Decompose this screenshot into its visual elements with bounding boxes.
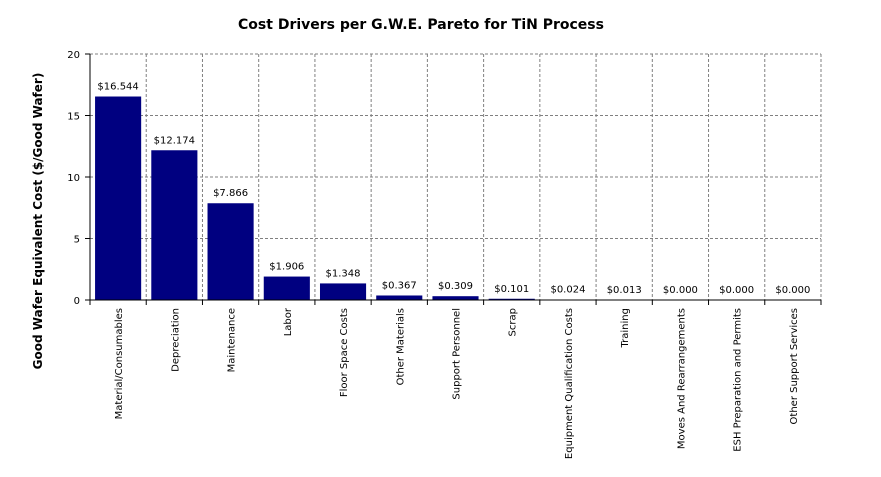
bar [207, 203, 254, 300]
x-tick-label: ESH Preparation and Permits [733, 308, 744, 452]
y-tick-label: 0 [74, 296, 80, 307]
x-tick-label: Depreciation [170, 308, 181, 372]
y-axis-label: Good Wafer Equivalent Cost ($/Good Wafer… [31, 73, 45, 370]
bar [263, 276, 310, 300]
gridlines [90, 53, 822, 300]
data-label: $16.544 [97, 82, 138, 93]
x-tick-label: Labor [283, 307, 294, 336]
bar [151, 150, 198, 300]
data-label: $1.348 [326, 268, 361, 279]
x-tick-label: Moves And Rearrangements [676, 308, 687, 449]
data-label: $0.024 [550, 285, 585, 296]
data-label: $0.309 [438, 281, 473, 292]
data-label: $0.000 [719, 285, 754, 296]
bar [319, 283, 367, 300]
data-label: $7.866 [213, 188, 248, 199]
y-tick-label: 15 [67, 112, 80, 123]
bar [95, 96, 142, 301]
data-label: $1.906 [269, 262, 304, 273]
y-tick-label: 5 [74, 235, 80, 246]
x-tick-label: Equipment Qualification Costs [564, 308, 575, 459]
axes [85, 53, 822, 305]
x-tick-label: Maintenance [227, 308, 238, 372]
data-label: $0.013 [607, 285, 642, 296]
data-label: $0.000 [775, 285, 810, 296]
x-tick-label: Other Materials [395, 308, 406, 385]
bar [488, 298, 535, 300]
labels: $16.544 $12.174 $7.866 $1.906 $1.348 $0.367 $0… [67, 50, 810, 459]
bars [95, 96, 816, 301]
data-label: $12.174 [154, 135, 195, 146]
chart-title: Cost Drivers per G.W.E. Pareto for TiN P… [238, 17, 604, 33]
data-label: $0.367 [382, 280, 417, 291]
data-label: $0.101 [494, 284, 529, 295]
bar [376, 295, 423, 300]
x-tick-label: Material/Consumables [114, 308, 125, 419]
x-tick-label: Scrap [508, 308, 519, 336]
x-tick-label: Training [620, 308, 631, 348]
bar [432, 296, 479, 300]
x-tick-label: Other Support Services [789, 308, 800, 424]
x-tick-label: Support Personnel [452, 308, 463, 400]
data-label: $0.000 [663, 285, 698, 296]
y-tick-label: 10 [67, 173, 80, 184]
y-tick-label: 20 [67, 50, 80, 61]
x-tick-label: Floor Space Costs [339, 308, 350, 397]
